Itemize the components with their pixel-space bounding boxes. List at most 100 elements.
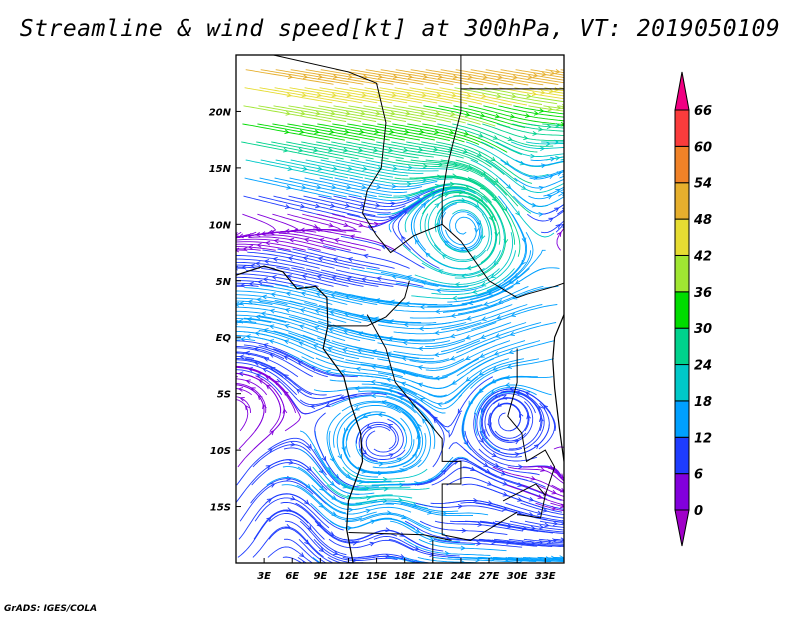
streamline [484,87,564,103]
x-tick-label: 18E [394,571,415,582]
streamline [470,340,556,372]
streamline-arrow [309,564,314,569]
streamline [473,384,552,415]
streamline-arrow [299,552,305,558]
streamline-arrow [316,184,322,190]
streamline-arrow [531,202,538,208]
streamline [481,141,564,168]
streamline-arrow [333,237,340,243]
streamline [277,248,365,269]
streamline-arrow [248,281,254,287]
streamline [258,329,345,360]
streamline-arrow [286,92,293,98]
streamline [415,502,504,512]
streamline-arrow [287,74,294,80]
streamline [245,159,334,179]
streamline-arrow [331,275,337,281]
streamline-arrow [480,112,486,118]
colorbar-label: 6 [694,468,703,483]
streamline-arrow [546,124,553,130]
streamline [559,87,564,89]
streamline-arrow [314,309,320,314]
streamline-arrow [354,406,360,411]
streamline [303,195,391,214]
streamline-arrow [270,292,276,297]
streamline-arrow [287,166,293,172]
streamline-arrow [444,239,449,246]
streamline-arrow [382,476,389,482]
streamline [543,105,564,110]
streamline [262,249,350,269]
streamline [441,322,527,353]
streamline-arrow [555,188,561,194]
streamline-arrow [304,539,310,545]
streamline-arrow [239,354,245,360]
streamline-arrow [547,195,553,200]
streamline-arrow [493,351,500,356]
streamline [473,412,538,462]
streamline [500,159,564,178]
streamline-arrow [449,333,456,339]
streamline [271,141,359,160]
streamline [358,390,436,432]
streamline-arrow [415,528,421,533]
streamline-arrow [525,113,531,119]
streamline-arrow [403,147,409,153]
x-tick-label: 33E [535,571,556,582]
streamline [274,229,362,233]
streamline-arrow [402,340,408,346]
streamline [332,123,420,141]
streamline [312,466,393,499]
streamline-arrow [539,108,545,114]
streamline [290,159,379,179]
streamline-arrow [330,110,336,116]
streamline-arrow [471,289,478,295]
x-tick-label: 9E [313,571,327,582]
streamline [267,459,346,500]
streamline-arrow [299,129,305,135]
streamline [439,87,527,106]
streamline-arrow [375,202,381,208]
streamline-arrow [540,89,546,95]
streamline-arrow [366,423,372,429]
streamline [379,87,468,105]
streamline-arrow [491,452,498,458]
streamline-arrow [513,273,520,279]
streamline-arrow [269,308,275,314]
streamline-arrow [314,129,320,135]
streamline [326,484,413,500]
streamline-arrow [560,487,564,493]
streamline [559,175,564,179]
streamline-arrow [361,92,368,98]
streamline [402,556,431,563]
streamline-arrow [497,283,503,288]
streamline-arrow [325,369,331,375]
streamline-arrow [444,550,450,556]
streamline-arrow [556,231,562,237]
streamline [464,520,553,534]
streamline-arrow [444,187,450,193]
streamline [260,69,349,85]
streamline-arrow [316,274,322,280]
streamline [260,364,342,400]
streamline-arrow [391,92,398,98]
streamline-arrow [284,308,291,313]
streamline-arrow [358,222,364,228]
streamline [298,538,328,563]
streamline [380,272,469,288]
streamline-arrow [286,274,292,279]
streamline [347,123,435,141]
streamline-arrow [286,185,292,190]
streamline [408,105,496,127]
streamline-arrow [339,394,345,400]
streamline [433,538,523,548]
streamline [288,195,376,217]
streamline-arrow [360,277,367,283]
y-tick-label: 15N [209,164,232,175]
streamline [440,159,519,207]
streamline [236,440,311,486]
streamline [558,105,564,108]
streamline [485,69,564,84]
streamline-arrow [504,382,511,388]
streamline-arrow [288,237,295,243]
